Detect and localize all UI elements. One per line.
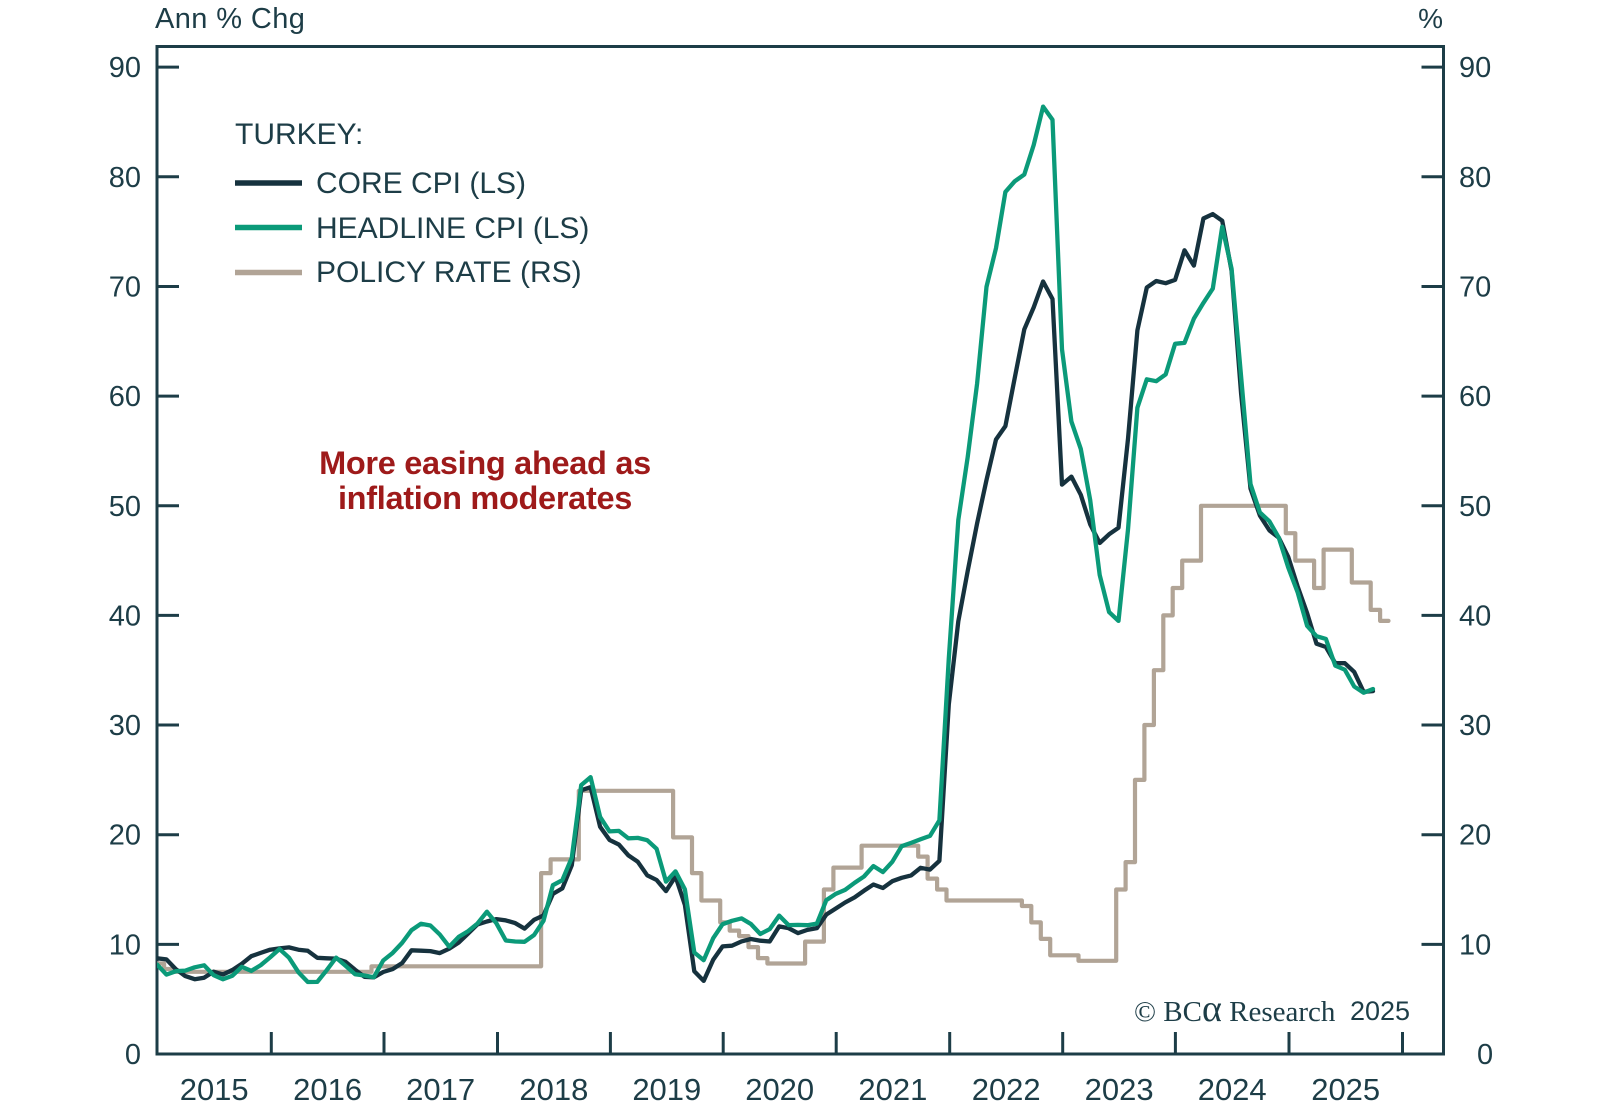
svg-text:TURKEY:: TURKEY: xyxy=(235,118,363,151)
svg-text:90: 90 xyxy=(1459,52,1491,84)
svg-text:2023: 2023 xyxy=(1085,1072,1154,1107)
svg-text:2025: 2025 xyxy=(1311,1072,1380,1107)
svg-text:40: 40 xyxy=(1459,600,1491,632)
svg-text:2022: 2022 xyxy=(972,1072,1041,1107)
svg-text:%: % xyxy=(1418,3,1443,34)
svg-text:2024: 2024 xyxy=(1198,1072,1267,1107)
svg-text:20: 20 xyxy=(1459,820,1491,852)
svg-text:80: 80 xyxy=(1459,162,1491,194)
svg-text:HEADLINE CPI (LS): HEADLINE CPI (LS) xyxy=(316,212,589,245)
svg-text:2025: 2025 xyxy=(1350,996,1410,1026)
svg-text:2016: 2016 xyxy=(293,1072,362,1107)
svg-text:90: 90 xyxy=(109,52,141,84)
svg-text:10: 10 xyxy=(109,929,141,961)
svg-text:CORE CPI (LS): CORE CPI (LS) xyxy=(316,167,526,200)
svg-text:50: 50 xyxy=(1459,491,1491,523)
svg-text:2017: 2017 xyxy=(406,1072,475,1107)
svg-text:2020: 2020 xyxy=(745,1072,814,1107)
svg-text:2015: 2015 xyxy=(180,1072,249,1107)
svg-text:Ann % Chg: Ann % Chg xyxy=(155,3,305,35)
svg-text:2021: 2021 xyxy=(858,1072,927,1107)
svg-text:2019: 2019 xyxy=(632,1072,701,1107)
svg-text:10: 10 xyxy=(1459,929,1491,961)
svg-text:60: 60 xyxy=(1459,381,1491,413)
svg-text:60: 60 xyxy=(109,381,141,413)
svg-text:More easing ahead as: More easing ahead as xyxy=(319,445,651,481)
svg-text:30: 30 xyxy=(109,710,141,742)
svg-text:20: 20 xyxy=(109,820,141,852)
svg-text:70: 70 xyxy=(1459,272,1491,304)
svg-text:POLICY RATE (RS): POLICY RATE (RS) xyxy=(316,256,582,289)
svg-text:70: 70 xyxy=(109,272,141,304)
svg-text:0: 0 xyxy=(125,1039,141,1071)
svg-text:inflation moderates: inflation moderates xyxy=(338,480,632,516)
svg-text:40: 40 xyxy=(109,600,141,632)
svg-text:0: 0 xyxy=(1477,1039,1493,1071)
svg-text:50: 50 xyxy=(109,491,141,523)
svg-text:80: 80 xyxy=(109,162,141,194)
svg-text:30: 30 xyxy=(1459,710,1491,742)
svg-text:2018: 2018 xyxy=(519,1072,588,1107)
